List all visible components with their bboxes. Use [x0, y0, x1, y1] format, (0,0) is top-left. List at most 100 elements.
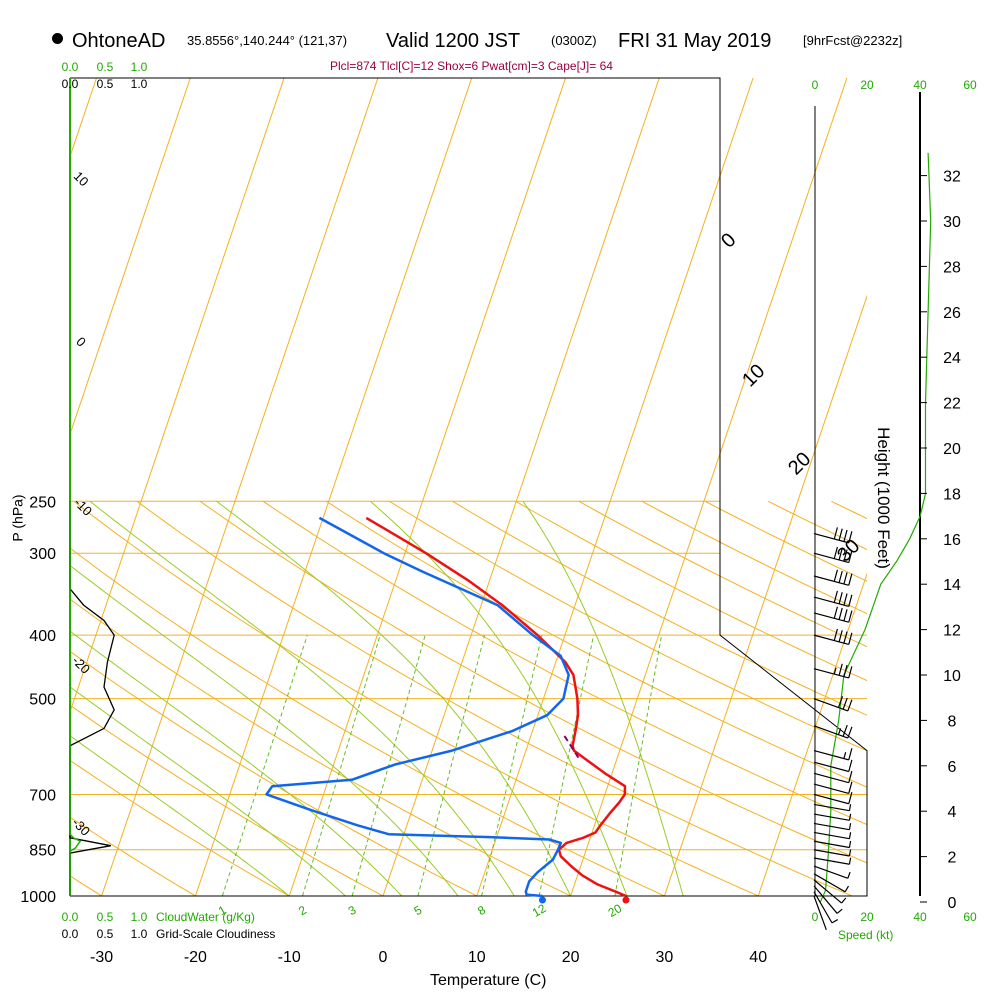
wind-barb-staff [813, 575, 849, 586]
pressure-tick-label: 1000 [20, 889, 56, 906]
wind-barb-flag [833, 590, 838, 603]
wind-barb [813, 606, 853, 623]
mixing-ratio-line [614, 635, 663, 896]
mixing-ratio-label: 8 [475, 903, 488, 919]
wind-barb-staff [813, 761, 849, 773]
wind-speed-tick-top: 60 [963, 78, 977, 92]
wind-barb-flag [848, 792, 853, 804]
wind-barb [813, 792, 853, 805]
pressure-tick-label: 700 [29, 787, 56, 804]
dry-adiabat-line [70, 759, 290, 896]
forecast-info: [9hrFcst@2232z] [803, 33, 903, 48]
cloud-water-tick-bottom: 0.0 [62, 910, 79, 924]
height-tick-label: 14 [943, 577, 961, 594]
mixing-ratio-line [302, 634, 381, 896]
x-axis-label: Temperature (C) [430, 972, 547, 989]
wind-barb-flag [838, 548, 843, 561]
wind-barb [813, 822, 852, 831]
pressure-tick-label: 400 [29, 628, 56, 645]
plot-frame [69, 77, 921, 897]
wind-barb-flag [848, 840, 852, 848]
wind-barb-flag [837, 728, 842, 735]
moist-adiabat-line [70, 564, 459, 896]
cloud-water-tick-top: 1.0 [131, 60, 148, 74]
wind-barb-flag [833, 569, 838, 582]
wind-barb [813, 831, 852, 840]
wind-barb-flag [833, 546, 838, 559]
wind-speed-tick-bottom: 60 [963, 910, 977, 924]
wind-barb-flag [848, 531, 853, 544]
wind-barb-flag [848, 610, 853, 623]
moist-adiabat-line [522, 501, 684, 896]
isotherm-line [757, 572, 867, 896]
wind-barb [813, 748, 853, 761]
wind-barb [813, 895, 827, 931]
moist-adiabat-line [89, 500, 515, 896]
wind-barb-staff [813, 840, 850, 849]
wind-barb [813, 885, 843, 914]
wind-barb-flag [838, 570, 843, 583]
wind-barb [813, 865, 851, 879]
wind-barb-staff [813, 857, 850, 865]
wind-barb [813, 891, 839, 924]
wind-barb [813, 724, 853, 739]
pressure-tick-label: 250 [29, 494, 56, 511]
side-panels [69, 152, 932, 903]
height-tick-label: 0 [948, 895, 957, 912]
dry-adiabat-label: 0 [73, 334, 89, 350]
wind-barb-staff [813, 873, 846, 893]
cloud-water-profile-line [69, 501, 82, 896]
temperature-tick-label: 0 [379, 949, 388, 966]
mixing-ratio-label: 5 [412, 903, 425, 919]
wind-barb-flag [848, 550, 853, 563]
dry-adiabat-label: -20 [69, 653, 93, 677]
height-tick-label: 10 [943, 668, 961, 685]
dry-adiabat-label: 10 [71, 168, 92, 189]
wind-barb-flag [836, 908, 843, 914]
mixing-ratio-label: 12 [530, 901, 549, 920]
dry-adiabat-line [70, 704, 384, 896]
cloudiness-tick-bottom: 1.0 [131, 927, 148, 941]
moist-adiabat-line [70, 630, 403, 896]
diagram-border [70, 77, 868, 897]
dry-adiabat-label: -30 [69, 815, 93, 839]
isotherm-line [663, 294, 867, 896]
wind-barb [813, 696, 853, 712]
cloudiness-tick-top: 1.0 [131, 77, 148, 91]
wind-barb-staff [813, 668, 849, 679]
moist-adiabat-line [70, 686, 346, 896]
cloud-water-tick-top: 0.0 [62, 60, 79, 74]
wind-barb-flag [838, 607, 843, 620]
wind-barb [813, 879, 847, 904]
wind-barb-staff [813, 865, 849, 879]
wind-barb-staff [813, 879, 842, 904]
wind-barb-flag [831, 919, 839, 924]
stability-indices: Plcl=874 Tlcl[C]=12 Shox=6 Pwat[cm]=3 Ca… [330, 59, 613, 73]
cloudiness-tick-top: 0.5 [97, 77, 114, 91]
mixing-ratio-line [538, 635, 595, 896]
pressure-tick-label: 300 [29, 546, 56, 563]
wind-speed-tick-bottom: 20 [860, 910, 874, 924]
valid-date: FRI 31 May 2019 [618, 30, 772, 52]
height-tick-label: 26 [943, 305, 961, 322]
wind-barb-staff [813, 822, 850, 831]
height-tick-label: 16 [943, 532, 961, 549]
wind-barb-flag [848, 813, 852, 821]
dry-adiabat-line [389, 500, 867, 752]
wind-barb [813, 527, 853, 544]
wind-barb-staff [813, 849, 850, 857]
temperature-tick-label: -10 [278, 949, 301, 966]
height-tick-label: 18 [943, 486, 961, 503]
cloud-water-tick-bottom: 0.5 [97, 910, 114, 924]
wind-barb-flag [843, 529, 848, 542]
wind-barb-staff [813, 813, 850, 821]
wind-barb-flag [833, 667, 837, 675]
cloud-water-tick-bottom: 1.0 [131, 910, 148, 924]
wind-barb-flag [843, 752, 847, 759]
wind-barb-flag [843, 631, 848, 644]
isotherm-line [382, 78, 660, 896]
moist-adiabat-line [70, 735, 290, 896]
wind-barb [813, 590, 853, 607]
wind-barb-flag [848, 770, 853, 783]
